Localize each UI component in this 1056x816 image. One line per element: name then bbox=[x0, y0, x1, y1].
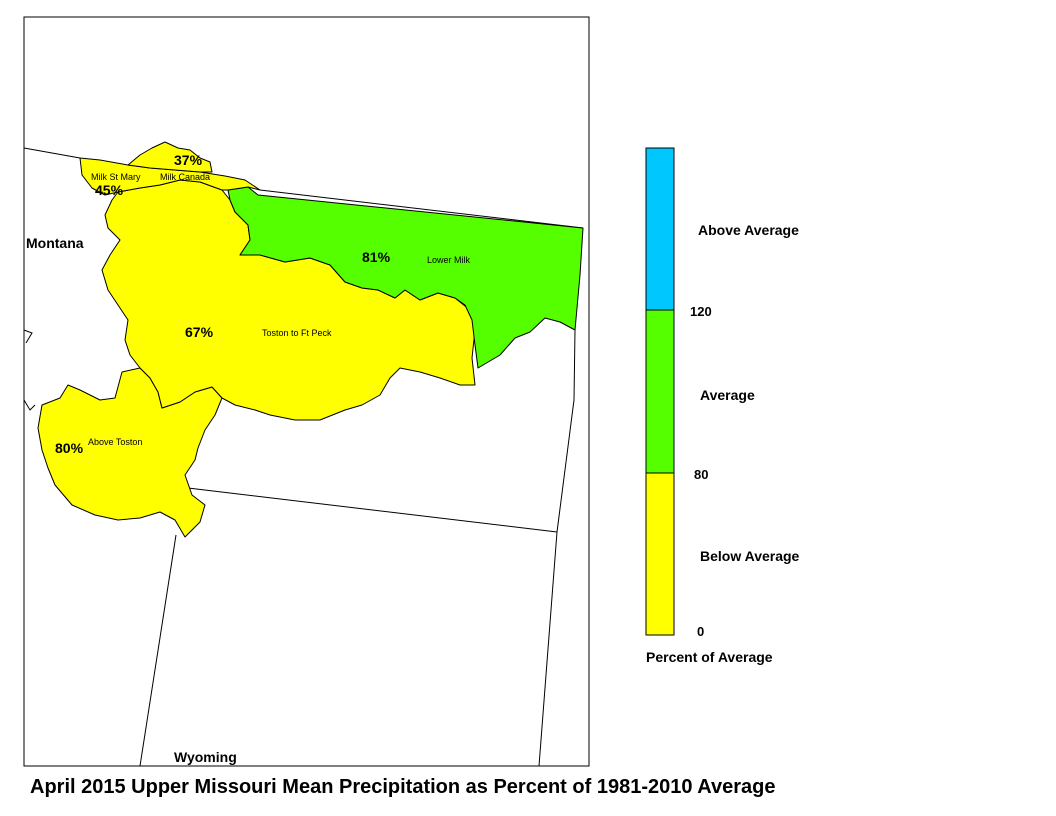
legend-tick-0: 0 bbox=[697, 624, 704, 639]
percent-label-milk-canada: 45% bbox=[95, 182, 124, 198]
legend-label-above-average: Above Average bbox=[698, 222, 799, 238]
basin-label-milk-canada: Milk Canada bbox=[160, 172, 210, 182]
basin-polygons bbox=[37, 141, 584, 538]
wyoming-east-border bbox=[538, 531, 558, 767]
montana-east-border bbox=[556, 329, 576, 533]
basin-lower-milk[interactable] bbox=[227, 186, 584, 369]
basin-label-lower-milk: Lower Milk bbox=[427, 255, 471, 265]
percent-label-toston-ft-peck: 67% bbox=[185, 324, 214, 340]
legend-label-below-average: Below Average bbox=[700, 548, 800, 564]
legend-tick-80: 80 bbox=[694, 467, 708, 482]
legend: Above Average Average Below Average 120 … bbox=[645, 147, 800, 665]
state-label-wyoming: Wyoming bbox=[174, 749, 237, 765]
idaho-border-fragment-2 bbox=[23, 399, 36, 411]
basin-label-toston-ft-peck: Toston to Ft Peck bbox=[262, 328, 332, 338]
basin-label-milk-st-mary: Milk St Mary bbox=[91, 172, 141, 182]
montana-wyoming-border bbox=[187, 487, 558, 533]
state-label-montana: Montana bbox=[26, 235, 84, 251]
legend-caption: Percent of Average bbox=[646, 649, 773, 665]
legend-tick-120: 120 bbox=[690, 304, 712, 319]
wyoming-west-border bbox=[139, 534, 177, 767]
state-boundaries bbox=[23, 147, 584, 767]
percent-label-above-toston: 80% bbox=[55, 440, 84, 456]
percent-label-milk-st-mary: 37% bbox=[174, 152, 203, 168]
basin-label-above-toston: Above Toston bbox=[88, 437, 142, 447]
canada-border-west bbox=[23, 147, 81, 159]
basin-milk-st-mary[interactable] bbox=[127, 141, 213, 173]
legend-label-average: Average bbox=[700, 387, 755, 403]
percent-label-lower-milk: 81% bbox=[362, 249, 391, 265]
legend-swatch-average bbox=[645, 309, 675, 474]
idaho-border-fragment bbox=[23, 329, 33, 344]
legend-swatch-below-average bbox=[645, 472, 675, 636]
map-title: April 2015 Upper Missouri Mean Precipita… bbox=[30, 776, 775, 798]
legend-swatch-above-average bbox=[645, 147, 675, 311]
basin-above-toston[interactable] bbox=[37, 367, 223, 538]
canada-border-east bbox=[259, 189, 584, 229]
